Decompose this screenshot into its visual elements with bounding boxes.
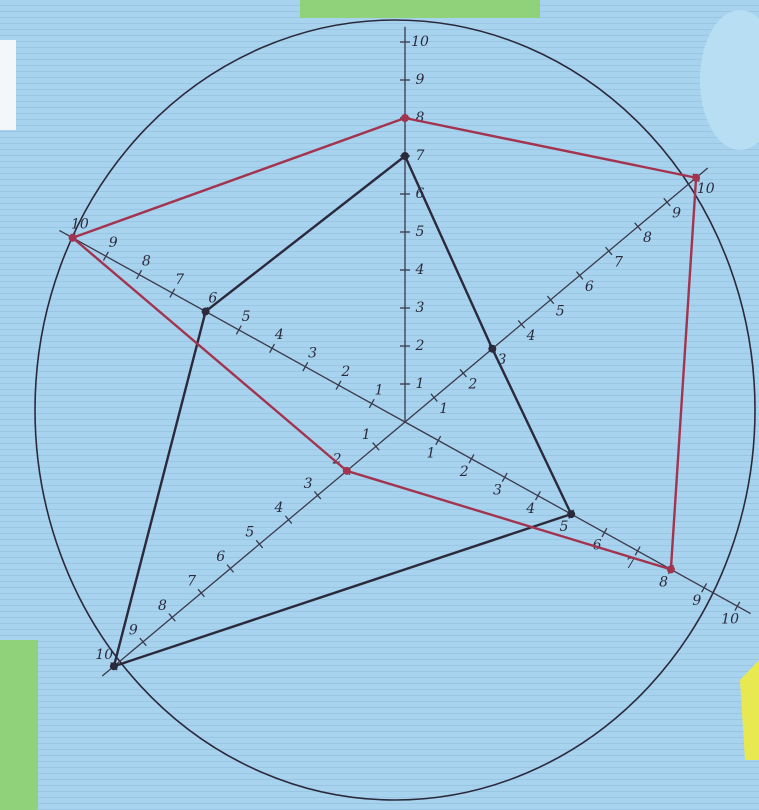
tick-label: 5 bbox=[245, 525, 254, 541]
tick-label: 2 bbox=[467, 377, 477, 393]
tick-label: 5 bbox=[556, 303, 565, 319]
sticky-note bbox=[300, 0, 540, 18]
tick-label: 10 bbox=[697, 181, 715, 197]
paper bbox=[0, 0, 759, 810]
tick-label: 6 bbox=[216, 549, 225, 565]
data-point bbox=[110, 662, 118, 670]
tick-label: 4 bbox=[415, 262, 425, 278]
tick-label: 7 bbox=[187, 573, 196, 589]
tick-label: 9 bbox=[692, 593, 701, 609]
tick-label: 8 bbox=[142, 253, 151, 269]
sticky-note bbox=[0, 640, 38, 810]
tick-label: 7 bbox=[614, 255, 623, 271]
tick-label: 9 bbox=[416, 72, 425, 88]
tick-label: 1 bbox=[362, 427, 371, 443]
tick-label: 4 bbox=[526, 328, 536, 344]
data-point bbox=[692, 174, 700, 182]
tick-label: 9 bbox=[109, 235, 118, 251]
tick-label: 3 bbox=[493, 482, 502, 498]
tick-label: 7 bbox=[175, 272, 184, 288]
tick-label: 1 bbox=[427, 446, 436, 462]
tick-label: 1 bbox=[416, 376, 425, 392]
tick-label: 2 bbox=[459, 464, 469, 480]
tick-label: 8 bbox=[416, 110, 425, 126]
data-point bbox=[202, 307, 210, 315]
tick-label: 10 bbox=[411, 34, 429, 50]
tick-label: 1 bbox=[375, 382, 384, 398]
tick-label: 9 bbox=[129, 622, 138, 638]
tick-label: 4 bbox=[273, 500, 283, 516]
tick-label: 4 bbox=[525, 501, 535, 517]
tick-label: 10 bbox=[721, 611, 739, 627]
tick-label: 6 bbox=[585, 279, 594, 295]
tick-label: 5 bbox=[416, 224, 425, 240]
tick-label: 4 bbox=[274, 327, 284, 343]
paper-scrap bbox=[0, 40, 16, 130]
tick-label: 10 bbox=[71, 217, 89, 233]
data-point bbox=[401, 152, 409, 160]
data-point bbox=[567, 510, 575, 518]
tick-label: 5 bbox=[559, 519, 568, 535]
tick-label: 7 bbox=[416, 148, 425, 164]
tick-label: 5 bbox=[242, 309, 251, 325]
data-point bbox=[401, 114, 409, 122]
photo: 1234567891012345678910123456789101234567… bbox=[0, 0, 759, 810]
data-point bbox=[343, 467, 351, 475]
tick-label: 9 bbox=[672, 206, 681, 222]
tick-label: 10 bbox=[95, 647, 113, 663]
tick-label: 2 bbox=[340, 364, 350, 380]
data-point bbox=[69, 234, 77, 242]
data-point bbox=[488, 345, 496, 353]
tick-label: 1 bbox=[439, 401, 448, 417]
tick-label: 2 bbox=[415, 338, 425, 354]
data-point bbox=[667, 565, 675, 573]
page: 1234567891012345678910123456789101234567… bbox=[0, 0, 759, 810]
tick-label: 8 bbox=[643, 230, 652, 246]
tick-label: 8 bbox=[158, 598, 167, 614]
tick-label: 3 bbox=[416, 300, 425, 316]
tick-label: 3 bbox=[308, 346, 317, 362]
tick-label: 8 bbox=[659, 575, 668, 591]
tick-label: 3 bbox=[304, 476, 313, 492]
